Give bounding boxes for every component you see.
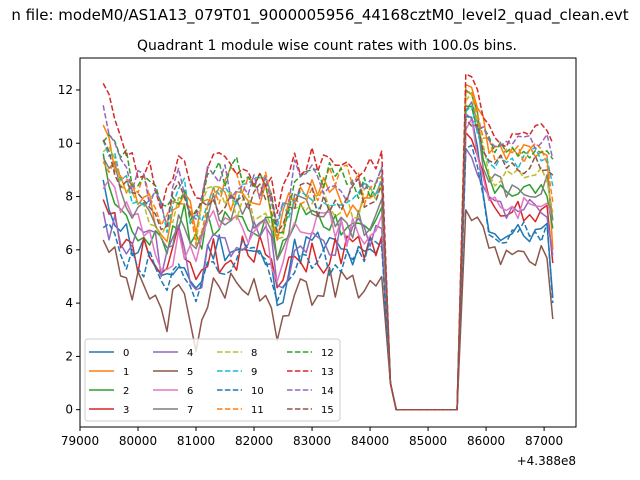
legend-label-14: 14 [321,386,334,397]
series-line-15 [102,118,554,411]
x-offset-label: +4.388e8 [517,454,576,468]
legend-label-13: 13 [321,367,334,378]
y-tick-label: 0 [65,403,73,417]
chart-suptitle: n file: modeM0/AS1A13_079T01_9000005956_… [11,6,628,25]
legend-label-6: 6 [187,386,193,397]
legend-label-11: 11 [251,405,264,416]
series-line-12 [102,105,554,411]
series-line-8 [102,92,554,411]
x-axis: 79000 80000 81000 82000 83000 84000 85000 86000… [61,427,563,448]
series-line-6 [102,117,554,411]
legend-label-4: 4 [187,348,193,359]
series-line-3 [102,131,554,411]
series-line-9 [102,105,554,411]
legend-label-0: 0 [123,348,129,359]
x-tick-label: 82000 [235,434,273,448]
series-line-10 [102,144,554,411]
series-line-0 [102,115,554,411]
y-axis: 0 2 4 6 8 10 12 [58,83,80,417]
x-tick-label: 80000 [119,434,157,448]
x-tick-label: 87000 [525,434,563,448]
y-tick-label: 10 [58,136,73,150]
legend-label-10: 10 [251,386,264,397]
series-layer [102,73,554,411]
x-tick-label: 85000 [409,434,447,448]
legend-label-1: 1 [123,367,129,378]
x-tick-label: 83000 [293,434,331,448]
chart-title: Quadrant 1 module wise count rates with … [137,38,517,54]
y-tick-label: 2 [65,349,73,363]
legend-box [84,338,341,422]
x-tick-label: 81000 [177,434,215,448]
x-tick-label: 84000 [351,434,389,448]
y-tick-label: 8 [65,190,73,204]
legend-label-9: 9 [251,367,257,378]
legend-label-5: 5 [187,367,193,378]
y-tick-label: 6 [65,243,73,257]
legend-label-2: 2 [123,386,129,397]
y-tick-label: 12 [58,83,73,97]
legend-label-3: 3 [123,405,129,416]
x-tick-label: 79000 [61,434,99,448]
x-tick-label: 86000 [467,434,505,448]
legend-label-12: 12 [321,348,334,359]
series-line-5 [102,209,554,411]
series-line-13 [102,73,554,411]
y-tick-label: 4 [65,296,73,310]
legend-label-8: 8 [251,348,257,359]
plot-frame [79,57,577,428]
legend-label-7: 7 [187,405,193,416]
legend-label-15: 15 [321,405,334,416]
